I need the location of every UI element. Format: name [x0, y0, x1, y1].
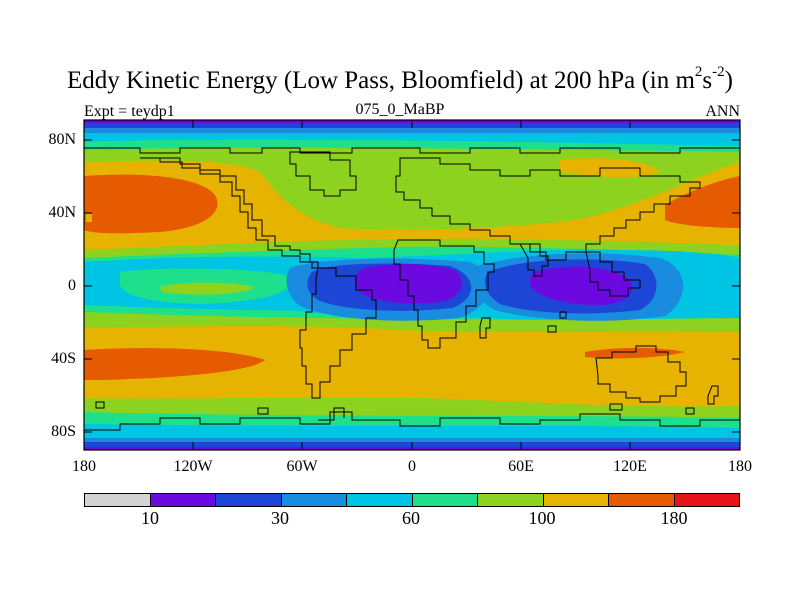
antarctica-coast: [84, 411, 740, 431]
greenland-outline: [289, 151, 357, 197]
map-title: Eddy Kinetic Energy (Low Pass, Bloomfiel…: [0, 63, 800, 96]
europe-asia-outline: [395, 157, 701, 261]
north-america-outline: [140, 157, 319, 269]
south-america-outline: [299, 267, 377, 399]
eq-lime-patch-top: [160, 282, 255, 295]
sh-gold-band: [84, 326, 740, 407]
nh-gold-speck: [86, 214, 92, 222]
y-tick-label: 80N: [48, 131, 76, 148]
title-sup-1: 2: [694, 63, 703, 80]
colorbar-swatch: [281, 494, 347, 506]
atlantic-purple-core: [355, 264, 462, 304]
colorbar-swatch: [543, 494, 609, 506]
india-outline: [519, 243, 549, 277]
y-tick-label: 80S: [51, 423, 76, 440]
season-label: ANN: [705, 103, 740, 120]
x-tick-label: 120W: [173, 458, 213, 475]
antarctic-peninsula: [318, 407, 345, 421]
experiment-label: Expt = teydp1: [84, 103, 175, 120]
sh-orange-east: [585, 347, 685, 359]
sh-orange-west: [84, 348, 265, 380]
y-tick-label: 40S: [51, 350, 76, 367]
x-tick-label: 0: [408, 458, 416, 475]
y-tick-label: 0: [68, 277, 76, 294]
southeast-asia-outline: [585, 251, 641, 297]
title-mid: s: [702, 67, 713, 94]
colorbar-swatch: [150, 494, 216, 506]
scattered-islands: [95, 311, 695, 415]
nh-orange-east: [665, 176, 740, 228]
colorbar-swatch: [85, 494, 151, 506]
colorbar-label: 60: [402, 508, 420, 528]
x-tick-label: 180: [72, 458, 96, 475]
nh-orange-west: [84, 174, 218, 234]
x-tick-label: 180: [728, 458, 752, 475]
colorbar-swatch: [347, 494, 413, 506]
indian-purple-core: [529, 266, 633, 306]
colorbar-swatch: [478, 494, 544, 506]
x-tick-label: 60E: [508, 458, 534, 475]
arctic-coast: [84, 147, 740, 154]
australia-outline: [595, 345, 687, 403]
colorbar-label: 10: [141, 508, 159, 528]
colorbar-label: 180: [660, 508, 688, 528]
colorbar-swatch: [412, 494, 478, 506]
contour-field: [84, 120, 740, 450]
madagascar-outline: [479, 317, 491, 339]
axis-ticks: [84, 120, 740, 450]
colorbar-label: 30: [271, 508, 289, 528]
new-zealand-outline: [707, 385, 719, 405]
y-tick-label: 40N: [48, 204, 76, 221]
continent-outlines: [84, 147, 740, 431]
colorbar-swatch: [216, 494, 282, 506]
x-tick-label: 120E: [613, 458, 647, 475]
africa-outline: [393, 239, 495, 349]
case-label: 075_0_MaBP: [355, 101, 445, 118]
colorbar-swatch: [674, 494, 739, 506]
title-sup-2: -2: [712, 63, 725, 80]
colorbar: [84, 493, 740, 507]
colorbar-label: 100: [528, 508, 556, 528]
x-tick-label: 60W: [286, 458, 318, 475]
title-main: Eddy Kinetic Energy (Low Pass, Bloomfiel…: [67, 67, 695, 94]
colorbar-swatch: [609, 494, 675, 506]
title-end: ): [724, 67, 733, 94]
